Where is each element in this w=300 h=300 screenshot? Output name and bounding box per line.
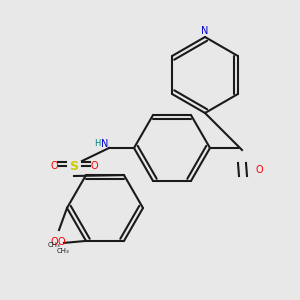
Text: O: O: [90, 161, 98, 171]
Text: CH₃: CH₃: [57, 248, 69, 254]
Text: N: N: [201, 26, 209, 36]
Text: O: O: [57, 237, 65, 247]
Text: CH₃: CH₃: [48, 242, 61, 248]
Text: O: O: [50, 161, 58, 171]
Text: O: O: [256, 165, 264, 175]
Text: O: O: [50, 237, 58, 247]
Text: N: N: [100, 139, 108, 149]
Text: H: H: [94, 140, 101, 148]
Text: S: S: [70, 160, 79, 172]
